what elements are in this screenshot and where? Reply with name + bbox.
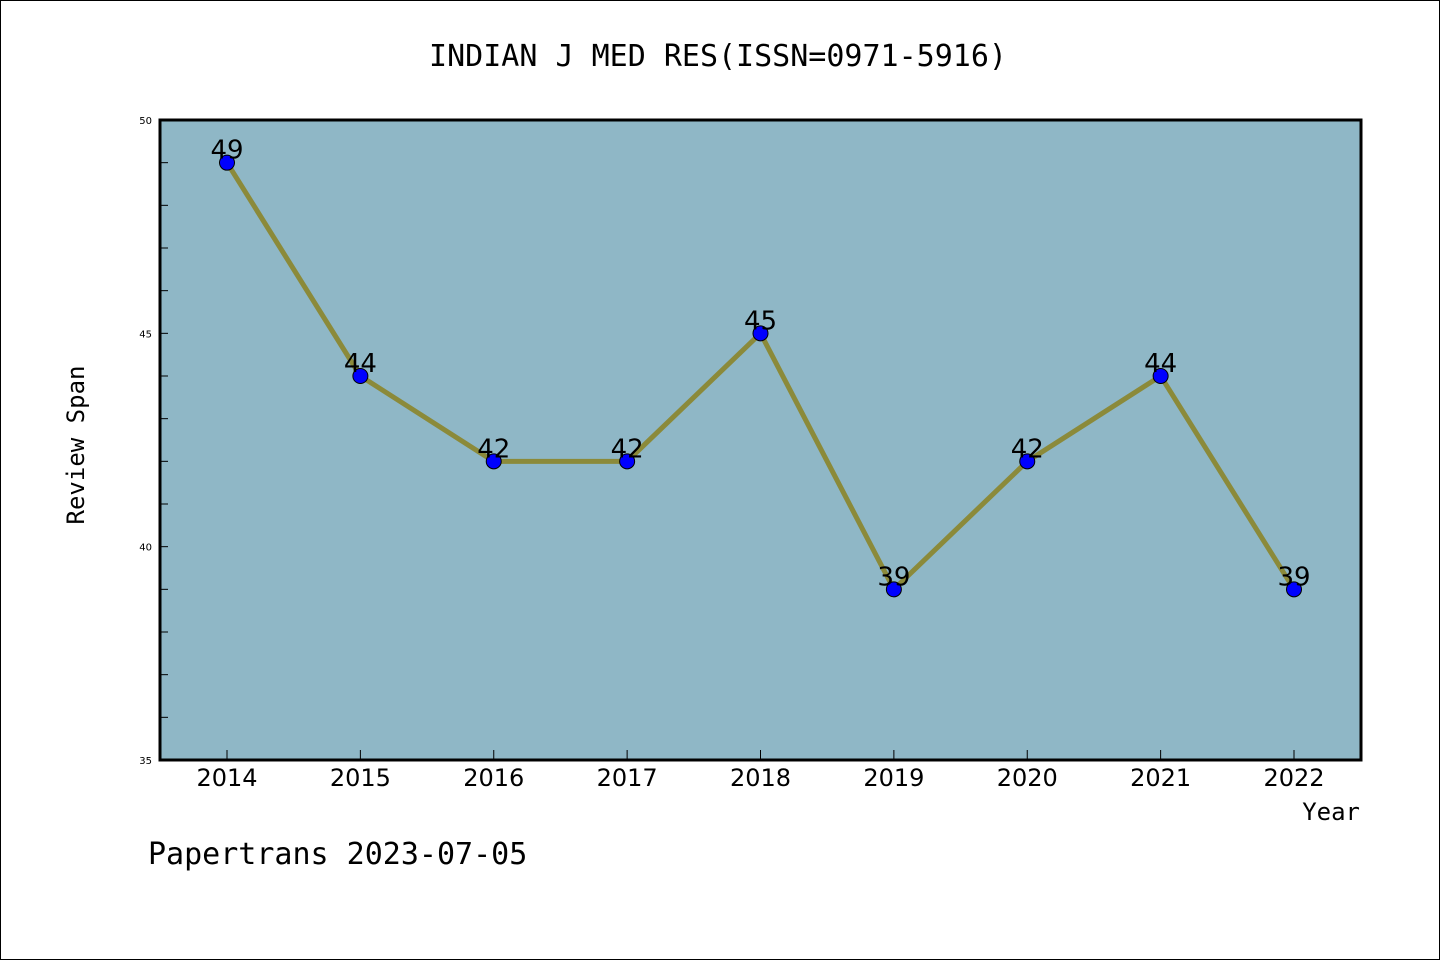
data-point-marker <box>1152 368 1169 384</box>
data-point-marker <box>219 154 235 171</box>
plot-area <box>158 118 1363 762</box>
x-tick-label: 2016 <box>463 764 524 792</box>
data-label: 39 <box>1277 562 1310 592</box>
y-minor-ticks <box>160 119 168 761</box>
x-tick-label: 2022 <box>1263 764 1324 792</box>
data-label: 42 <box>477 434 510 464</box>
x-tick-labels: 2014 2015 2016 2017 2018 2019 2020 2021 2022 <box>196 764 1324 792</box>
y-tick-label: 50 <box>139 116 152 127</box>
data-point-marker <box>619 453 636 470</box>
data-label: 44 <box>344 349 377 379</box>
data-label: 42 <box>1011 434 1044 464</box>
x-tick-label: 2020 <box>997 764 1058 792</box>
data-point-marker <box>1019 453 1036 470</box>
x-tick-label: 2019 <box>863 764 924 792</box>
data-point-marker <box>485 453 502 470</box>
y-tick-label: 35 <box>139 756 152 767</box>
data-label: 39 <box>877 562 910 592</box>
data-point-marker <box>885 581 902 598</box>
data-labels: 49 44 42 42 45 39 42 44 39 <box>210 136 1310 593</box>
data-markers <box>219 154 1302 598</box>
chart-title: INDIAN J MED RES(ISSN=0971-5916) <box>429 39 1007 74</box>
x-ticks <box>226 750 1295 760</box>
x-tick-label: 2017 <box>597 764 658 792</box>
data-point-marker <box>1286 581 1302 598</box>
y-tick-label: 40 <box>139 543 152 554</box>
data-label: 42 <box>611 434 644 464</box>
x-axis-label: Year <box>1302 798 1360 826</box>
y-tick-label: 45 <box>139 329 152 340</box>
y-axis-label: Review Span <box>62 366 90 525</box>
y-tick-labels: 35 40 45 50 <box>139 116 152 767</box>
data-label: 49 <box>210 136 243 166</box>
x-tick-label: 2021 <box>1130 764 1191 792</box>
x-tick-label: 2015 <box>330 764 391 792</box>
watermark-text: Papertrans 2023-07-05 <box>148 837 527 872</box>
data-label: 45 <box>744 306 777 336</box>
x-tick-label: 2014 <box>196 764 257 792</box>
data-point-marker <box>352 368 369 384</box>
data-label: 44 <box>1144 349 1177 379</box>
x-tick-label: 2018 <box>730 764 791 792</box>
data-point-marker <box>752 325 769 342</box>
